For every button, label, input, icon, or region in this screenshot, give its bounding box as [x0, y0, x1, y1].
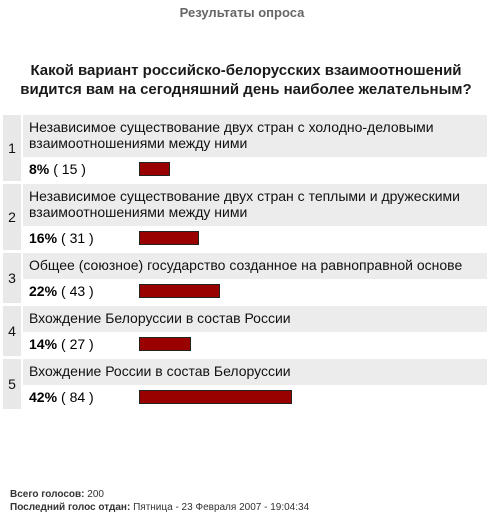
poll-option-3: 3 Общее (союзное) государство созданное … [3, 253, 487, 303]
option-label: Общее (союзное) государство созданное на… [23, 253, 487, 279]
option-number: 4 [3, 306, 21, 356]
last-vote-label: Последний голос отдан: [10, 502, 131, 513]
option-result: 22% ( 43 ) [23, 279, 487, 303]
option-count: ( 84 ) [61, 389, 94, 405]
option-label: Независимое существование двух стран с х… [23, 115, 487, 157]
total-votes-label: Всего голосов: [10, 489, 85, 500]
option-label: Вхождение Белоруссии в состав России [23, 306, 487, 332]
poll-option-5: 5 Вхождение России в состав Белоруссии 4… [3, 359, 487, 409]
poll-footer: Всего голосов: 200 Последний голос отдан… [10, 488, 309, 514]
option-count: ( 15 ) [53, 161, 86, 177]
option-count: ( 43 ) [61, 283, 94, 299]
poll-options: 1 Независимое существование двух стран с… [3, 115, 487, 412]
option-label: Независимое существование двух стран с т… [23, 184, 487, 226]
option-number: 3 [3, 253, 21, 303]
option-percent: 22% [29, 283, 58, 299]
option-result: 8% ( 15 ) [23, 157, 487, 181]
option-number: 2 [3, 184, 21, 250]
poll-question: Какой вариант российско-белорусских взаи… [20, 62, 472, 98]
option-label: Вхождение России в состав Белоруссии [23, 359, 487, 385]
option-bar [139, 284, 220, 298]
last-vote-value: Пятница - 23 Февраля 2007 - 19:04:34 [133, 502, 310, 513]
poll-option-1: 1 Независимое существование двух стран с… [3, 115, 487, 181]
option-bar [139, 231, 199, 245]
option-count: ( 31 ) [61, 230, 94, 246]
option-number: 1 [3, 115, 21, 181]
option-bar [139, 162, 170, 176]
option-percent: 8% [29, 161, 50, 177]
option-number: 5 [3, 359, 21, 409]
option-bar [139, 390, 292, 404]
poll-option-4: 4 Вхождение Белоруссии в состав России 1… [3, 306, 487, 356]
total-votes-line: Всего голосов: 200 [10, 488, 309, 501]
option-result: 42% ( 84 ) [23, 385, 487, 409]
total-votes-value: 200 [87, 489, 104, 500]
option-result: 14% ( 27 ) [23, 332, 487, 356]
poll-option-2: 2 Независимое существование двух стран с… [3, 184, 487, 250]
option-percent: 42% [29, 389, 58, 405]
option-count: ( 27 ) [61, 336, 94, 352]
page-header: Результаты опроса [179, 5, 305, 20]
option-bar [139, 337, 191, 351]
option-percent: 14% [29, 336, 58, 352]
option-result: 16% ( 31 ) [23, 226, 487, 250]
option-percent: 16% [29, 230, 58, 246]
last-vote-line: Последний голос отдан: Пятница - 23 Февр… [10, 501, 309, 514]
